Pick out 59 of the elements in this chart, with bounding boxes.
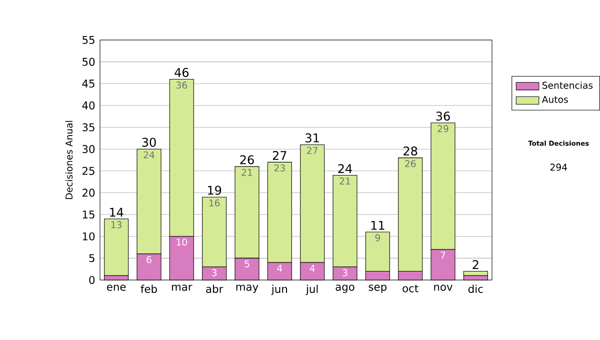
total-label: 24 [338,164,352,174]
data-label: 24 [144,151,154,158]
x-tick-label: jul [306,284,318,296]
data-label: 27 [307,147,318,154]
data-label: 10 [176,238,187,246]
data-label: 9 [375,234,380,242]
y-tick-label: 35 [82,123,94,132]
total-label: 11 [371,220,384,230]
total-label: 31 [306,133,319,142]
total-label: 30 [142,138,156,147]
total-label: 2 [472,260,478,270]
total-label: 19 [208,186,222,195]
total-label: 27 [272,151,286,160]
y-tick-label: 45 [82,80,94,88]
y-tick-label: 30 [82,145,95,154]
x-tick-label: ene [106,284,126,291]
y-tick-label: 50 [82,58,95,66]
x-tick-label: nov [434,284,452,291]
data-label: 13 [111,221,122,228]
x-tick-label: abr [206,284,224,293]
y-axis-title: Decisiones Anual [65,120,73,199]
total-label: 28 [404,146,418,156]
data-label: 23 [274,164,285,172]
data-label: 36 [176,82,188,89]
data-label: 3 [212,269,217,276]
legend-label: Autos [542,96,568,103]
y-tick-label: 55 [82,36,94,44]
data-label: 29 [438,125,448,132]
y-tick-label: 0 [89,276,95,284]
y-tick-label: 25 [82,166,94,175]
x-tick-label: may [236,284,258,293]
y-tick-label: 10 [82,232,95,240]
y-tick-label: 20 [82,188,95,197]
data-label: 4 [277,264,282,272]
text: 294 [550,164,568,171]
x-tick-label: sep [368,284,387,293]
x-tick-label: dic [468,284,483,293]
data-label: 26 [405,160,416,168]
data-label: 6 [146,256,152,264]
total-label: 14 [110,208,124,217]
x-tick-label: oct [402,284,418,292]
total-label: 26 [240,155,254,164]
x-tick-label: ago [336,284,354,293]
y-tick-label: 15 [82,210,94,219]
y-tick-label: 40 [82,101,95,110]
x-tick-label: jun [271,284,288,296]
data-label: 3 [342,269,348,276]
data-label: 5 [244,260,250,268]
y-tick-label: 5 [89,254,94,262]
total-label: 36 [436,112,450,121]
x-tick-label: feb [140,284,157,293]
data-label: 4 [310,264,315,272]
x-tick-label: mar [172,284,192,291]
data-label: 21 [242,168,252,176]
legend-label: Sentencias [542,82,593,89]
data-label: 7 [440,252,446,259]
data-label: 21 [340,178,350,184]
total-label: 46 [174,68,189,78]
data-label: 16 [209,199,220,206]
